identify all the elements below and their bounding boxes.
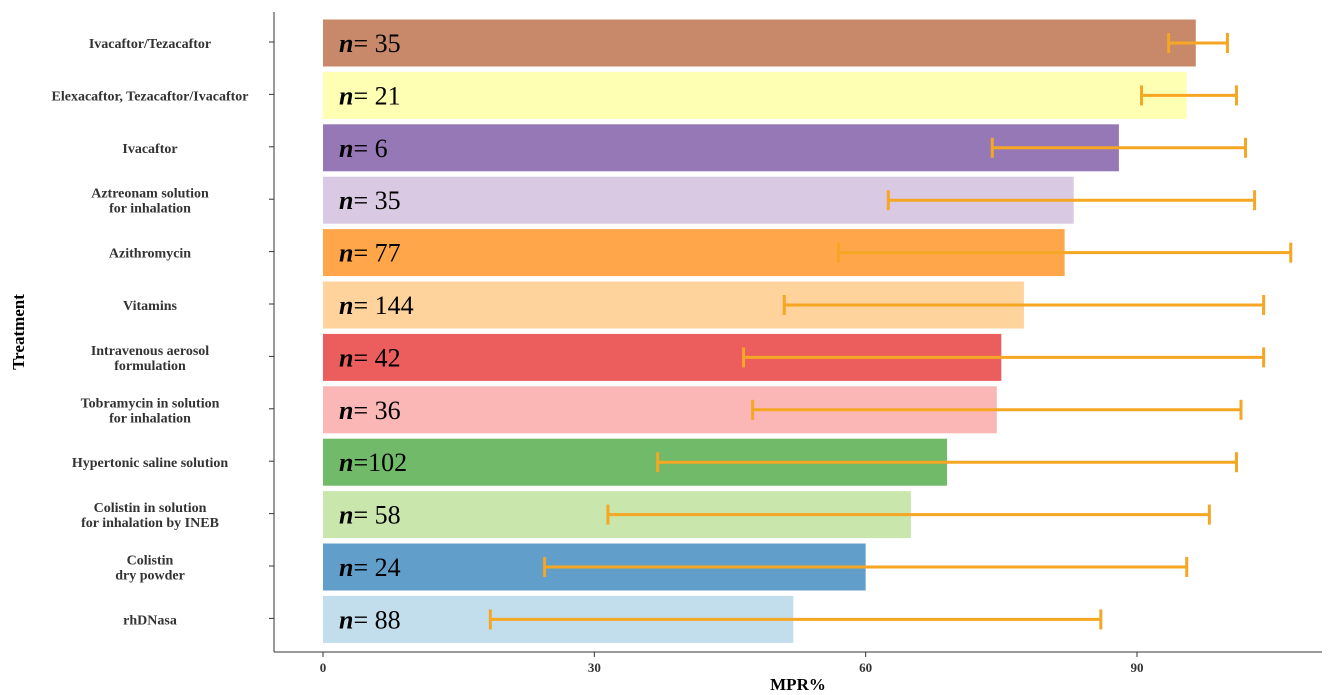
n-label: n= 88: [339, 605, 401, 634]
x-tick-label: 30: [588, 660, 601, 675]
x-tick-label: 90: [1131, 660, 1144, 675]
x-ticks-layer: 0 30 60 90: [320, 652, 1144, 675]
error-bar: [742, 347, 1266, 368]
bar: [323, 71, 1187, 119]
axes-layer: [273, 12, 1322, 653]
x-tick-label: 0: [320, 660, 327, 675]
category-label: Ivacaftor/Tezacaftor: [89, 37, 211, 52]
category-label: Aztreonam solution for inhalation: [91, 187, 209, 217]
error-bars-layer: [488, 33, 1293, 630]
x-axis-title: MPR%: [770, 675, 826, 694]
n-label: n= 21: [339, 81, 401, 110]
category-label: Hypertonic saline solution: [72, 456, 229, 471]
n-label: n= 58: [339, 501, 401, 530]
error-bar: [488, 609, 1103, 630]
category-label: Ivacaftor: [122, 142, 177, 157]
y-axis-title: Treatment: [9, 294, 28, 370]
category-label: Azithromycin: [109, 247, 191, 262]
category-label: Colistin dry powder: [115, 554, 185, 584]
error-bar: [782, 295, 1266, 315]
error-bar: [543, 557, 1189, 577]
x-tick-label: 60: [859, 660, 872, 675]
category-labels-layer: Ivacaftor/Tezacaftor Elexacaftor, Tezacaf…: [52, 37, 274, 628]
bar: [323, 19, 1196, 67]
category-label: Vitamins: [123, 299, 177, 314]
error-bar: [1140, 85, 1238, 106]
n-label: n= 35: [339, 186, 401, 215]
error-bar: [990, 137, 1248, 158]
error-bar: [1167, 33, 1229, 53]
error-bar: [886, 190, 1257, 211]
n-label: n=102: [339, 448, 407, 477]
category-label: rhDNasa: [123, 613, 177, 628]
n-labels-layer: n= 35 n= 21 n= 6 n= 35 n= 77 n= 144 n= 42 n= 36…: [339, 29, 414, 634]
category-label: Intravenous aerosol formulation: [91, 344, 209, 374]
category-label: Colistin in solution for inhalation by IN…: [81, 501, 219, 531]
error-bar: [751, 399, 1243, 420]
error-bar: [606, 504, 1211, 525]
bar: [323, 124, 1119, 172]
n-label: n= 35: [339, 29, 401, 58]
n-label: n= 42: [339, 343, 401, 372]
n-label: n= 144: [339, 291, 414, 320]
n-label: n= 6: [339, 134, 388, 163]
n-label: n= 36: [339, 396, 401, 425]
bars-layer: [323, 19, 1196, 643]
n-label: n= 77: [339, 239, 401, 268]
category-label: Elexacaftor, Tezacaftor/Ivacaftor: [52, 89, 249, 104]
n-label: n= 24: [339, 553, 401, 582]
error-bar: [837, 242, 1293, 263]
category-label: Tobramycin in solution for inhalation: [81, 396, 220, 426]
error-bar: [656, 452, 1238, 473]
